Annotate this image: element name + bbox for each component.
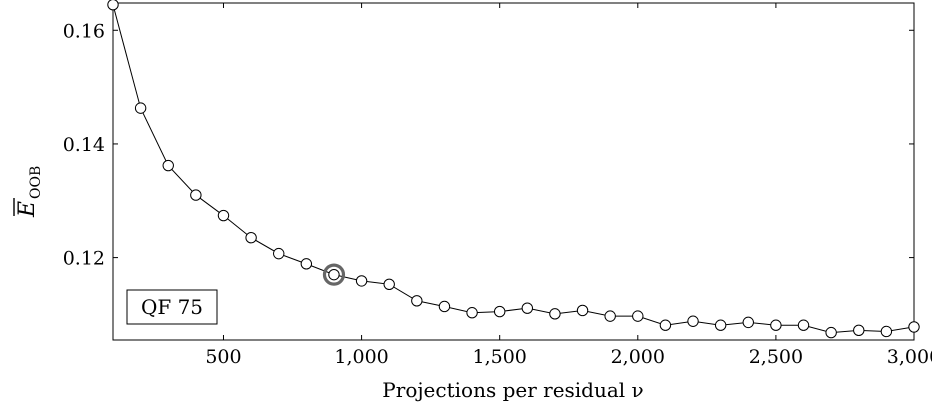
points-layer [107, 0, 920, 339]
data-point [687, 315, 699, 327]
y-axis-ticks: 0.12 0.14 0.16 [63, 20, 914, 270]
data-point [466, 307, 478, 319]
x-tick-label: 2,000 [611, 346, 665, 368]
data-point [411, 295, 423, 307]
data-point [190, 189, 202, 201]
x-tick-label: 1,500 [472, 346, 526, 368]
y-axis-label: E OOB [13, 166, 44, 218]
y-tick-label: 0.16 [63, 20, 105, 42]
data-point [659, 319, 672, 331]
plot-area [112, 2, 915, 341]
series-line [112, 4, 915, 334]
data-point [908, 321, 920, 333]
data-point [438, 300, 451, 313]
data-point [328, 268, 340, 281]
data-point [107, 0, 119, 11]
data-point [576, 304, 589, 317]
data-point [355, 275, 368, 287]
data-point [245, 232, 257, 244]
x-axis-ticks: 500 1,000 1,500 2,000 2,500 3,000 [205, 3, 932, 368]
annotation-label: QF 75 [141, 295, 203, 319]
data-point [853, 324, 865, 337]
data-point [134, 102, 147, 114]
highlight-ring [322, 263, 346, 286]
data-point [825, 326, 837, 339]
data-point [493, 305, 506, 318]
data-point [880, 325, 893, 338]
annotation-box: QF 75 [126, 289, 218, 325]
plot-frame [112, 2, 915, 341]
data-point [632, 310, 644, 322]
data-point [549, 308, 561, 320]
x-tick-label: 2,500 [749, 346, 803, 368]
data-point [300, 258, 313, 270]
x-tick-label: 3,000 [887, 346, 932, 368]
data-point [521, 302, 534, 314]
y-axis-label-sub: OOB [28, 166, 44, 199]
y-axis-label-main: E [15, 201, 40, 218]
x-tick-label: 1,000 [334, 346, 388, 368]
x-tick-label: 500 [205, 346, 241, 368]
data-point [714, 319, 727, 331]
data-point [770, 319, 782, 331]
data-point [217, 209, 230, 222]
highlight-layer [322, 263, 346, 286]
data-point [797, 319, 810, 331]
data-point [383, 278, 395, 291]
annotation-frame [126, 289, 218, 325]
data-point [162, 159, 174, 172]
y-tick-label: 0.14 [63, 134, 105, 156]
x-axis-label: Projections per residual ν [382, 378, 643, 402]
data-point [742, 316, 754, 329]
y-tick-label: 0.12 [63, 248, 105, 270]
data-point [273, 247, 285, 260]
series-layer [112, 4, 915, 334]
data-point [604, 310, 616, 322]
